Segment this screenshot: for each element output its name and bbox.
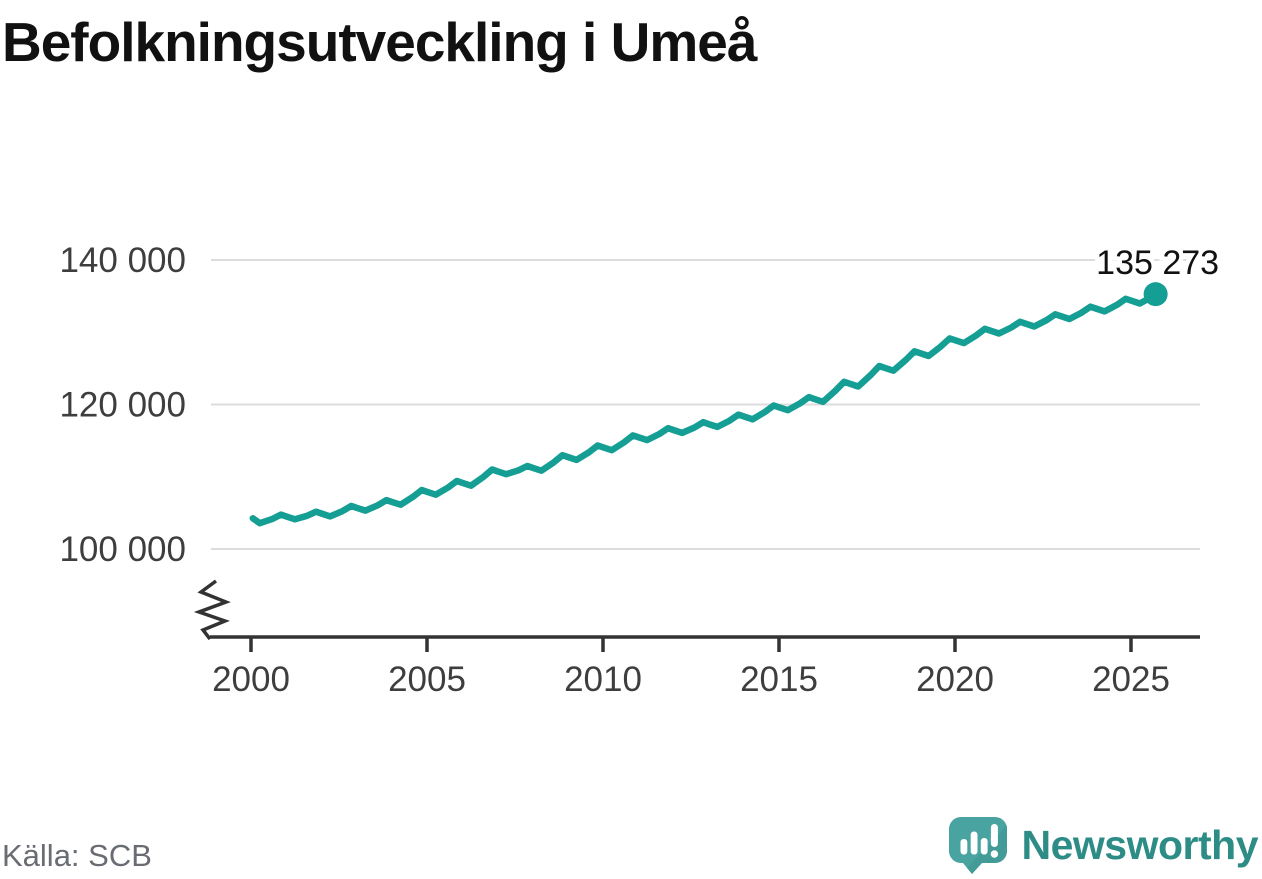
axis-break-icon bbox=[193, 579, 231, 641]
x-tick-label: 2020 bbox=[916, 660, 994, 699]
x-tick-label: 2005 bbox=[388, 660, 466, 699]
chart-title: Befolkningsutveckling i Umeå bbox=[2, 11, 757, 73]
x-tick-label: 2000 bbox=[212, 660, 290, 699]
y-tick-label: 140 000 bbox=[59, 241, 186, 280]
latest-value-label: 135 273 bbox=[1096, 244, 1219, 282]
newsworthy-logo: Newsworthy bbox=[947, 815, 1259, 875]
x-tick-label: 2010 bbox=[564, 660, 642, 699]
x-tick-label: 2015 bbox=[740, 660, 818, 699]
newsworthy-logo-icon bbox=[948, 817, 1007, 874]
newsworthy-wordmark: Newsworthy bbox=[1021, 821, 1259, 868]
population-line bbox=[249, 290, 1159, 527]
latest-point-marker bbox=[1143, 282, 1168, 307]
source-label: Källa: SCB bbox=[2, 838, 152, 873]
y-tick-label: 120 000 bbox=[59, 386, 186, 425]
y-tick-label: 100 000 bbox=[59, 530, 186, 569]
x-tick-label: 2025 bbox=[1092, 660, 1170, 699]
